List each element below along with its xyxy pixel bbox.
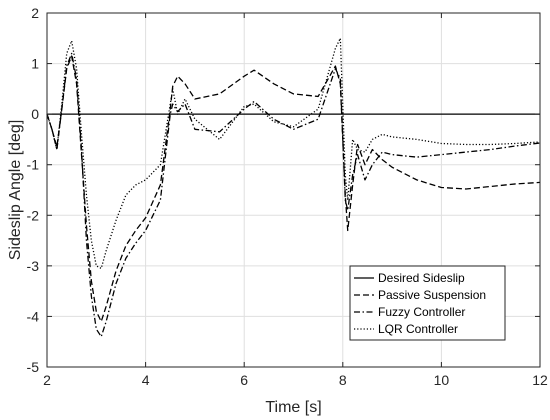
y-tick-label: -5 — [27, 359, 40, 375]
y-tick-label: -2 — [27, 207, 40, 223]
x-tick-label: 4 — [142, 372, 150, 388]
series-line-fuzzy-controller — [46, 52, 541, 338]
y-tick-label: -4 — [27, 308, 40, 324]
plot-area-border — [46, 12, 541, 368]
y-tick-label: -1 — [27, 157, 40, 173]
y-tick-label: -3 — [27, 258, 40, 274]
y-tick-label: 1 — [31, 56, 39, 72]
y-axis-title: Sideslip Angle [deg] — [7, 120, 24, 261]
legend-label-lqr-controller: LQR Controller — [378, 322, 458, 336]
x-tick-label: 8 — [339, 372, 347, 388]
y-tick-label: 2 — [31, 5, 39, 21]
y-tick-label: 0 — [31, 106, 39, 122]
x-tick-label: 6 — [240, 372, 248, 388]
x-tick-label: 10 — [434, 372, 450, 388]
legend-label-fuzzy-controller: Fuzzy Controller — [378, 305, 465, 319]
legend-box — [349, 265, 506, 341]
legend-label-desired-sideslip: Desired Sideslip — [378, 271, 465, 285]
series-lines — [46, 37, 541, 338]
x-tick-label: 12 — [532, 372, 548, 388]
legend-label-passive-suspension: Passive Suspension — [378, 288, 486, 302]
x-axis-title: Time [s] — [265, 399, 321, 416]
series-line-lqr-controller — [46, 37, 541, 270]
x-tick-label: 2 — [43, 372, 51, 388]
legend: Desired Sideslip Passive Suspension Fuzzy … — [349, 265, 506, 341]
axis-labels: Time [s] Sideslip Angle [deg] — [7, 120, 322, 416]
plot-frame — [46, 12, 541, 368]
